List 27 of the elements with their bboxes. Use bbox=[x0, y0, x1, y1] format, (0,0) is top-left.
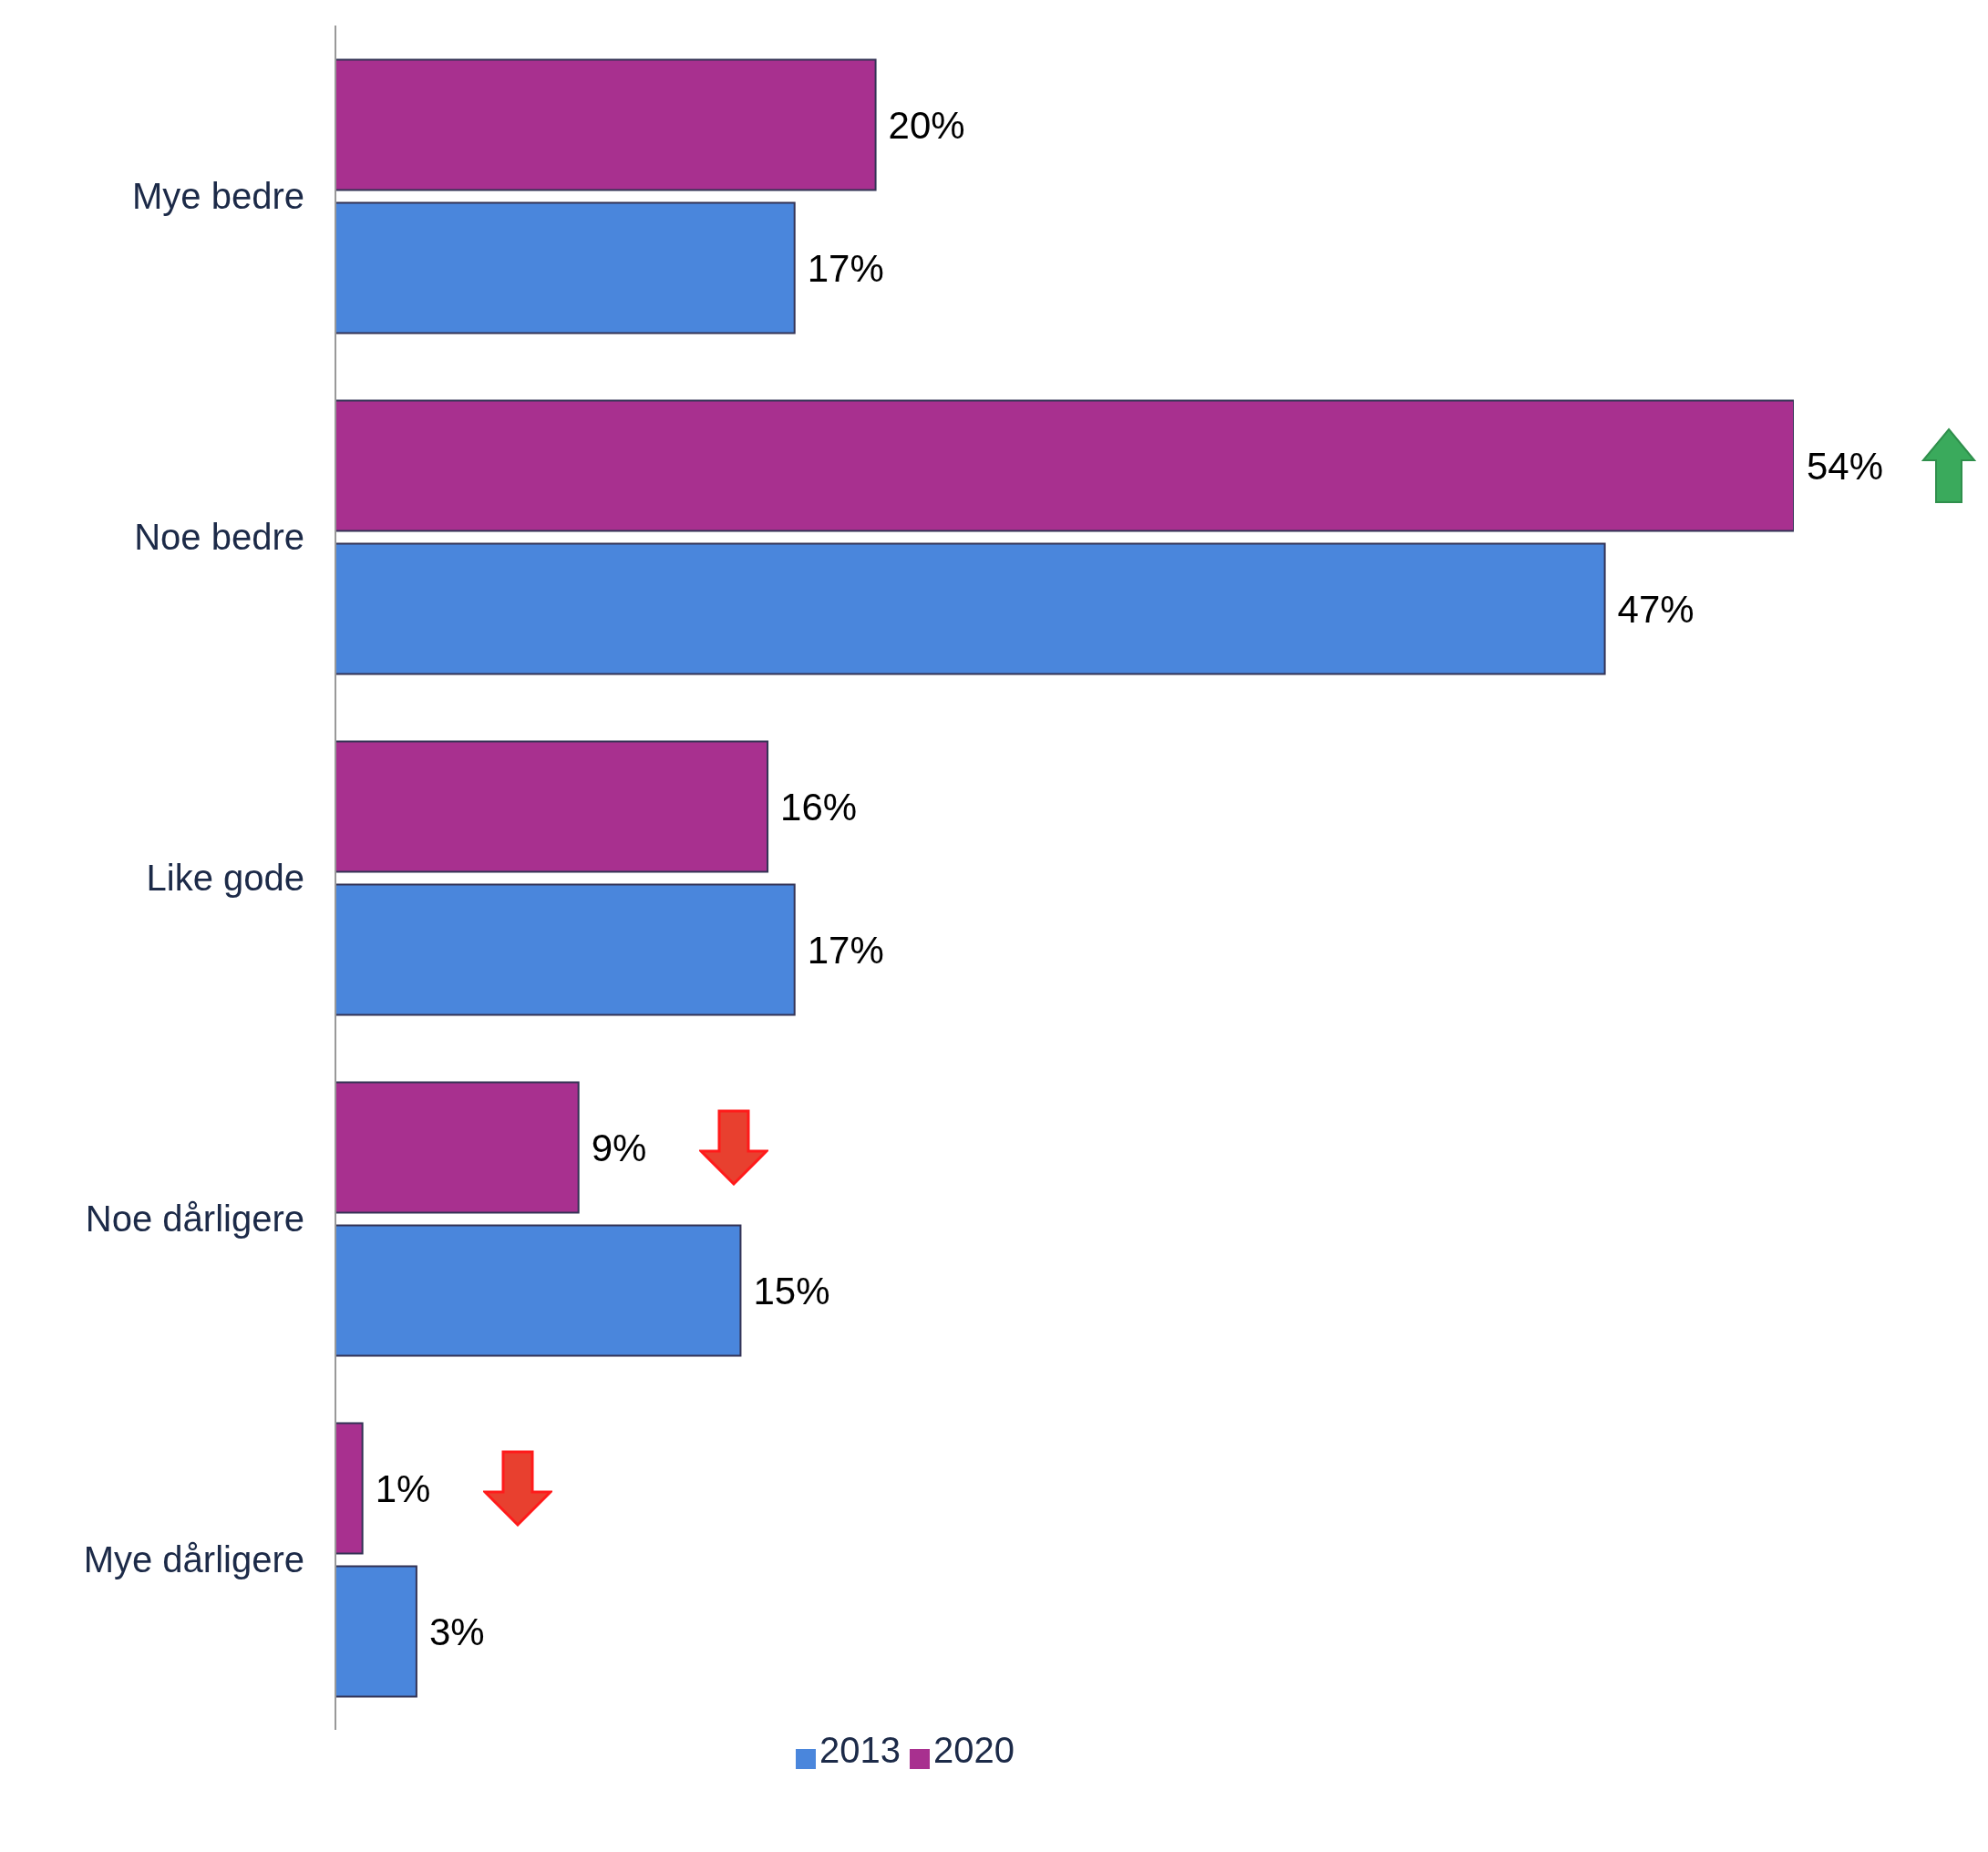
legend-label: 2020 bbox=[933, 1730, 1015, 1770]
bar bbox=[335, 1224, 742, 1357]
data-label: 17% bbox=[807, 246, 884, 290]
y-tick-label: Noe dårligere bbox=[85, 1199, 304, 1240]
bar bbox=[335, 740, 769, 873]
data-label: 16% bbox=[780, 785, 858, 828]
bar bbox=[335, 1565, 417, 1698]
data-label: 17% bbox=[807, 928, 884, 972]
data-label: 15% bbox=[753, 1269, 830, 1312]
bar bbox=[335, 1081, 580, 1214]
bar bbox=[335, 399, 1794, 532]
data-label: 9% bbox=[591, 1126, 647, 1169]
y-tick-label: Mye bedre bbox=[132, 176, 304, 217]
y-tick-label: Mye dårligere bbox=[83, 1539, 304, 1580]
data-label: 1% bbox=[375, 1466, 431, 1510]
y-tick-label: Like gode bbox=[146, 858, 304, 899]
data-label: 20% bbox=[888, 103, 965, 147]
bar bbox=[335, 58, 877, 191]
bar bbox=[335, 883, 796, 1016]
y-tick-label: Noe bedre bbox=[134, 517, 304, 558]
bar bbox=[335, 201, 796, 334]
bar bbox=[335, 542, 1606, 675]
data-label: 54% bbox=[1807, 444, 1884, 488]
data-label: 47% bbox=[1617, 587, 1694, 631]
bar bbox=[335, 1422, 364, 1555]
data-label: 3% bbox=[428, 1610, 485, 1653]
legend-label: 2013 bbox=[819, 1730, 901, 1770]
